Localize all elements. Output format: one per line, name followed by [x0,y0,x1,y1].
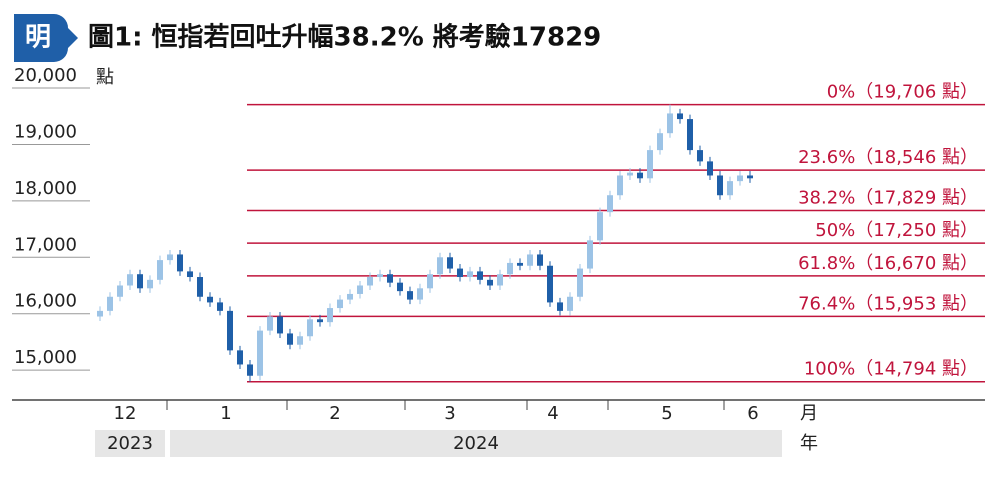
year-box [95,430,165,457]
month-unit: 月 [800,403,818,424]
logo-text: 明 [25,23,51,53]
candle-body [217,302,223,311]
chart-title: 圖1: 恒指若回吐升幅38.2% 將考驗17829 [88,22,601,53]
candle-body [537,254,543,266]
candle-body [327,308,333,323]
candle-body [527,254,533,266]
candle-body [667,113,673,134]
candle-body [707,161,713,176]
candle-body [367,277,373,286]
fib-label: 50%（17,250 點） [815,220,978,241]
x-tick-label: 4 [547,403,558,424]
candle-body [197,277,203,297]
candle-body [497,274,503,286]
candle-body [417,288,423,300]
candle-body [297,336,303,345]
candle-body [457,268,463,278]
fib-label: 100%（14,794 點） [804,359,978,380]
year-label: 2024 [453,433,499,454]
x-tick-label: 2 [329,403,340,424]
candle-body [167,254,173,261]
candle-body [337,299,343,309]
x-tick-label: 6 [747,403,758,424]
fib-label: 76.4%（15,953 點） [798,293,978,314]
candle-body [397,282,403,292]
candle-body [207,296,213,303]
candle-body [517,262,523,266]
candle-body [557,302,563,311]
y-tick-label: 19,000 [14,121,77,142]
candle-body [407,291,413,300]
candle-body [257,330,263,376]
candle-body [107,296,113,311]
candle-body [287,333,293,345]
candle-body [237,350,243,365]
year-unit: 年 [800,433,818,454]
candle-body [387,274,393,283]
fib-label: 61.8%（16,670 點） [798,253,978,274]
candle-body [737,175,743,182]
y-tick-label: 18,000 [14,178,77,199]
candle-body [617,175,623,196]
candle-body [317,319,323,323]
candle-body [687,119,693,151]
candle-body [137,274,143,289]
candle-body [467,271,473,278]
year-label: 2023 [107,433,153,454]
candle-body [247,364,253,376]
candle-body [227,310,233,351]
candle-body [437,257,443,275]
candle-body [657,133,663,151]
fib-label: 38.2%（17,829 點） [798,188,978,209]
candle-body [647,150,653,179]
candle-body [747,175,753,179]
candle-body [717,175,723,196]
candle-body [117,285,123,297]
x-tick-label: 1 [220,403,231,424]
x-tick-label: 5 [661,403,672,424]
candle-body [267,316,273,331]
candle-body [697,150,703,162]
candle-body [187,271,193,278]
x-tick-label: 12 [114,403,137,424]
candle-body [127,274,133,286]
candle-body [477,271,483,280]
candle-body [347,293,353,300]
y-unit: 點 [96,67,114,88]
x-tick-label: 3 [444,403,455,424]
candle-body [577,268,583,297]
candle-body [507,262,513,275]
candle-body [177,254,183,272]
candle-body [157,260,163,280]
candle-body [727,181,733,196]
fib-label: 0%（19,706 點） [827,82,978,103]
candle-body [567,296,573,311]
y-tick-label: 17,000 [14,234,77,255]
candle-body [587,240,593,269]
candle-body [147,279,153,289]
fib-label: 23.6%（18,546 點） [798,147,978,168]
year-box [170,430,782,457]
candle-body [627,172,633,176]
y-tick-label: 15,000 [14,347,77,368]
logo-shape [14,14,78,62]
y-tick-label: 16,000 [14,291,77,312]
candle-body [447,257,453,269]
candle-body [607,195,613,213]
candle-body [357,285,363,294]
candle-body [427,274,433,289]
candle-body [97,310,103,317]
candle-body [637,172,643,179]
candle-body [377,274,383,278]
candle-body [547,265,553,303]
candle-body [307,319,313,337]
candle-body [277,316,283,334]
candle-body [677,113,683,120]
candle-body [597,212,603,241]
candle-body [487,279,493,286]
y-tick-label: 20,000 [14,65,77,86]
